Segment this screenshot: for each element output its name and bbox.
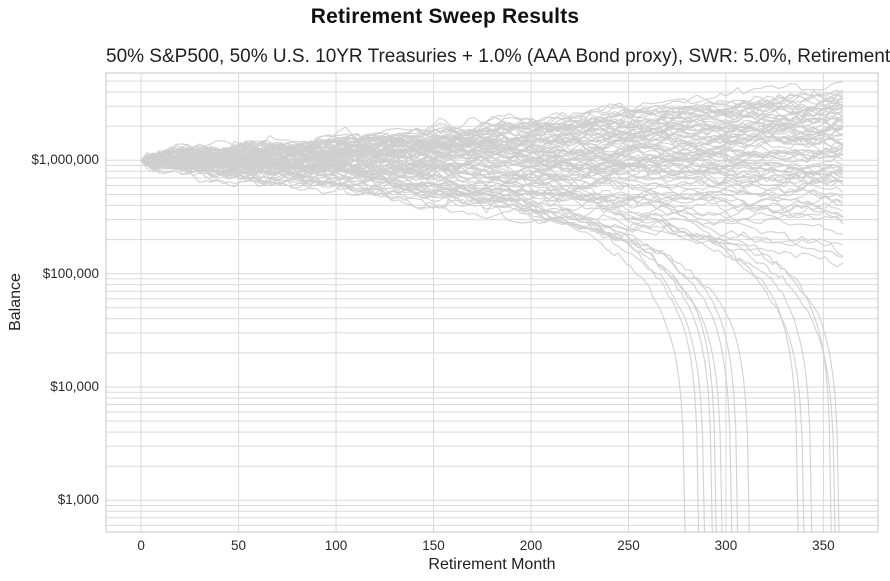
plot-border [105, 72, 879, 533]
y-tick-label: $1,000,000 [31, 152, 99, 168]
sim-path [140, 118, 844, 163]
sim-path-failed [140, 155, 713, 532]
sim-path [140, 156, 843, 196]
x-tick-label: 200 [519, 538, 543, 553]
sim-path [140, 134, 844, 168]
chart-subtitle: 50% S&P500, 50% U.S. 10YR Treasuries + 1… [106, 46, 890, 67]
x-axis-label: Retirement Month [428, 556, 556, 573]
sim-path-failed [140, 153, 733, 532]
sim-path [140, 127, 844, 164]
sim-path [140, 101, 843, 163]
y-tick-label: $100,000 [42, 265, 99, 281]
sim-path-failed [140, 157, 750, 532]
x-tick-label: 350 [812, 538, 835, 553]
x-tick-label: 150 [422, 538, 445, 553]
x-tick-label: 300 [714, 538, 738, 553]
sim-path [140, 90, 844, 166]
sim-path [140, 102, 844, 161]
sim-path [140, 155, 844, 222]
sim-path [140, 108, 843, 164]
simulation-paths [140, 81, 844, 532]
y-tick-label: $10,000 [50, 378, 99, 394]
x-tick-label: 100 [324, 538, 348, 553]
x-tick-label: 250 [617, 538, 640, 553]
sim-path-failed [141, 155, 840, 532]
sim-path-failed [140, 154, 686, 532]
x-tick-label: 50 [231, 538, 247, 553]
sim-path-failed [141, 159, 836, 532]
sim-path-failed [141, 159, 723, 532]
sim-path [141, 94, 843, 165]
sim-path [140, 159, 844, 259]
sim-path [140, 155, 844, 213]
sim-path-failed [140, 159, 805, 532]
chart-title: Retirement Sweep Results [310, 5, 580, 28]
sim-path [140, 95, 844, 169]
y-tick-label: $1,000 [57, 492, 99, 508]
sim-path-failed [141, 149, 799, 532]
sim-path [141, 94, 844, 170]
x-tick-label: 0 [137, 538, 145, 553]
